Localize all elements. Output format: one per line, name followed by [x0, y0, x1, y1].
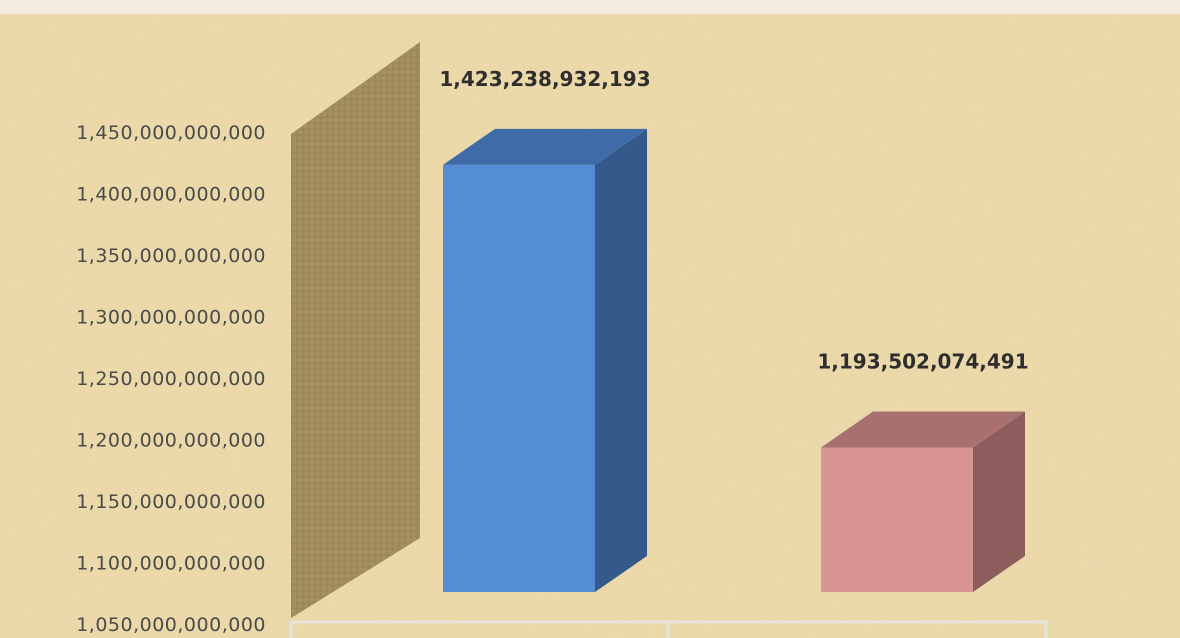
- bar-1: [443, 128, 647, 592]
- bar-2: [821, 411, 1025, 592]
- y-tick-label: 1,350,000,000,000: [76, 245, 266, 267]
- bar-top-face: [821, 411, 1025, 448]
- y-tick-label: 1,100,000,000,000: [76, 553, 266, 575]
- y-tick-label: 1,250,000,000,000: [76, 368, 266, 390]
- bar-front-face: [821, 447, 973, 592]
- bar-top-face: [443, 128, 647, 165]
- y-tick-label: 1,400,000,000,000: [76, 184, 266, 206]
- floor-grid: [289, 620, 1048, 638]
- y-tick-label: 1,050,000,000,000: [76, 614, 266, 636]
- y-tick-label: 1,200,000,000,000: [76, 430, 266, 452]
- bar-side-face: [595, 128, 647, 592]
- bar-side-face: [973, 411, 1025, 592]
- bars: [443, 128, 1025, 592]
- back-wall: [291, 42, 420, 618]
- y-tick-label: 1,450,000,000,000: [76, 122, 266, 144]
- data-label: 1,193,502,074,491: [817, 349, 1028, 373]
- y-tick-label: 1,300,000,000,000: [76, 307, 266, 329]
- data-label: 1,423,238,932,193: [439, 67, 650, 91]
- bar-front-face: [443, 164, 595, 592]
- y-axis: 1,050,000,000,000 1,100,000,000,000 1,150,…: [76, 122, 266, 636]
- data-labels: 1,423,238,932,193 1,193,502,074,491: [439, 67, 1028, 374]
- y-tick-label: 1,150,000,000,000: [76, 491, 266, 513]
- side-wall: [291, 42, 420, 618]
